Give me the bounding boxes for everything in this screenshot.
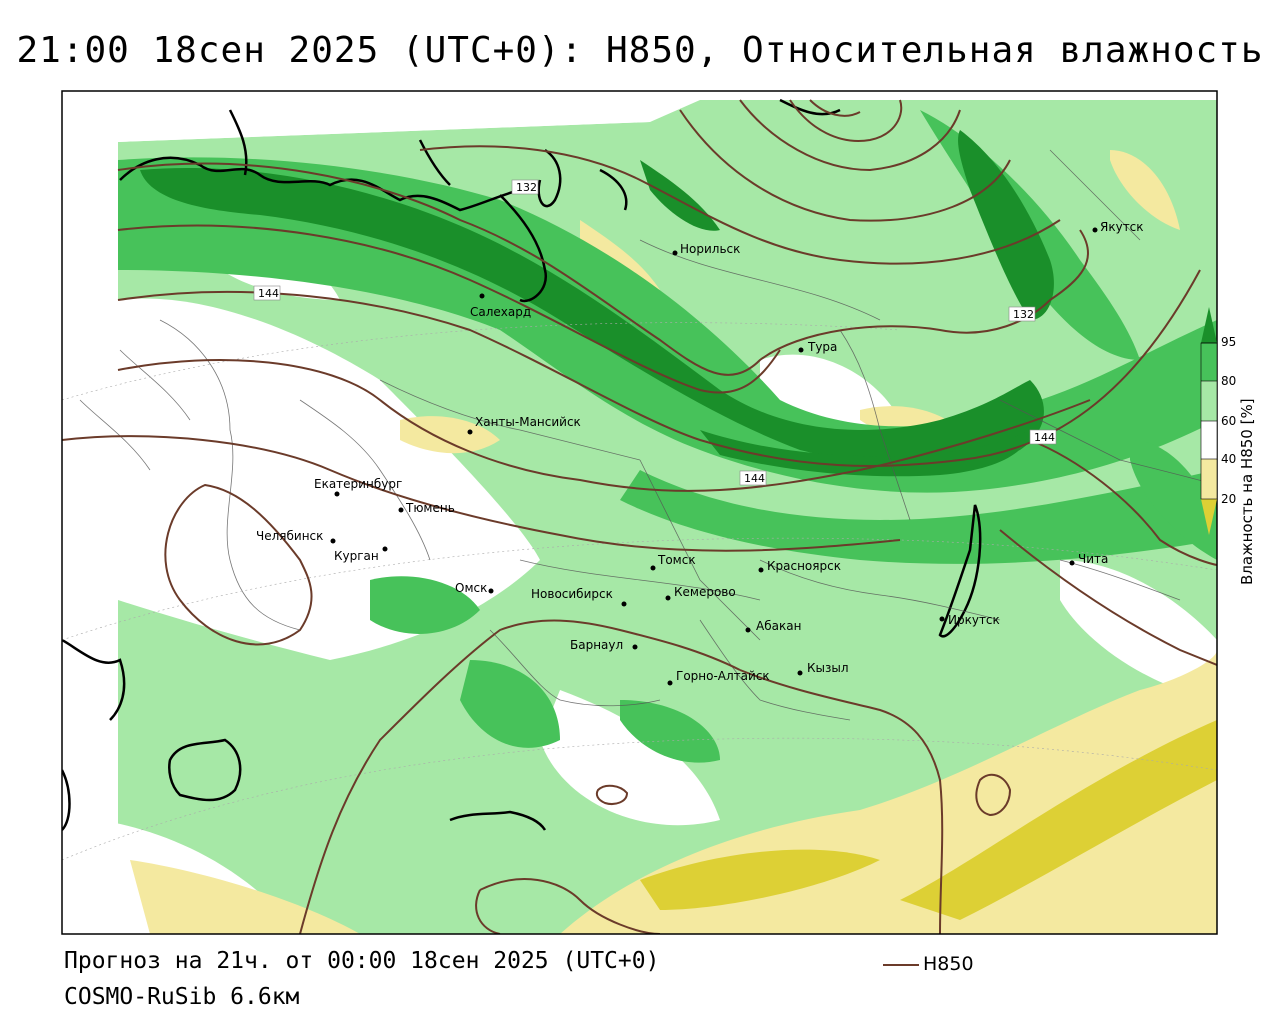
city-abakan: Абакан [745, 619, 801, 633]
city-barnaul: Барнаул [570, 638, 638, 652]
contour-label: 144 [253, 285, 281, 301]
city-salekhard: Салехард [470, 293, 531, 319]
svg-text:Екатеринбург: Екатеринбург [314, 477, 402, 491]
svg-text:Тура: Тура [807, 340, 837, 354]
svg-text:Салехард: Салехард [470, 305, 531, 319]
contour-label: 144 [739, 470, 767, 486]
svg-text:Абакан: Абакан [756, 619, 801, 633]
forecast-info: Прогноз на 21ч. от 00:00 18сен 2025 (UTC… [64, 948, 660, 974]
colorbar-band-80-95 [1201, 343, 1217, 381]
svg-text:132: 132 [516, 181, 537, 194]
humidity-field [62, 91, 1217, 934]
svg-text:Челябинск: Челябинск [256, 529, 323, 543]
city-omsk: Омск [455, 581, 494, 595]
colorbar-tick-80: 80 [1221, 374, 1237, 388]
colorbar [1200, 307, 1218, 535]
city-kemerovo: Кемерово [665, 585, 736, 601]
colorbar-band-60-80 [1201, 381, 1217, 421]
contour-label: 132 [511, 179, 539, 195]
svg-text:Горно-Алтайск: Горно-Алтайск [676, 669, 770, 683]
contour-label: 132 [1008, 306, 1036, 322]
city-kurgan: Курган [334, 546, 388, 563]
legend-label: H850 [923, 953, 974, 975]
colorbar-tick-95: 95 [1221, 335, 1237, 349]
colorbar-top-arrow [1201, 307, 1217, 343]
city-gorno-altaysk: Горно-Алтайск [667, 669, 770, 686]
svg-text:Омск: Омск [455, 581, 487, 595]
city-kyzyl: Кызыл [797, 661, 849, 676]
colorbar-tick-60: 60 [1221, 414, 1237, 428]
svg-text:Томск: Томск [657, 553, 696, 567]
svg-text:Чита: Чита [1078, 552, 1108, 566]
contour-label: 144 [1029, 429, 1057, 445]
city-khanty-mansiysk: Ханты-Мансийск [467, 415, 581, 435]
city-novosibirsk: Новосибирск [531, 587, 627, 607]
svg-text:144: 144 [744, 472, 765, 485]
h850-contours [62, 99, 1217, 934]
legend-line-swatch [883, 964, 919, 966]
city-krasnoyarsk: Красноярск [758, 559, 841, 573]
contour-labels: 132 144 132 144 144 [253, 179, 1057, 486]
svg-text:Якутск: Якутск [1100, 220, 1144, 234]
svg-text:144: 144 [258, 287, 279, 300]
colorbar-band-20-40 [1201, 459, 1217, 499]
colorbar-tick-20: 20 [1221, 492, 1237, 506]
svg-text:132: 132 [1013, 308, 1034, 321]
graticule [62, 322, 1217, 861]
city-irkutsk: Иркутск [939, 613, 1000, 627]
city-tura: Тура [798, 340, 837, 354]
colorbar-band-40-60 [1201, 421, 1217, 459]
svg-text:Новосибирск: Новосибирск [531, 587, 613, 601]
city-ekaterinburg: Екатеринбург [314, 477, 402, 497]
svg-text:Иркутск: Иркутск [948, 613, 1000, 627]
svg-text:144: 144 [1034, 431, 1055, 444]
svg-text:Ханты-Мансийск: Ханты-Мансийск [475, 415, 581, 429]
city-yakutsk: Якутск [1092, 220, 1144, 234]
city-tyumen: Тюмень [398, 501, 455, 515]
svg-text:Барнаул: Барнаул [570, 638, 623, 652]
map-title: 21:00 18сен 2025 (UTC+0): H850, Относите… [16, 30, 1264, 71]
svg-text:Кызыл: Кызыл [807, 661, 849, 675]
city-chita: Чита [1069, 552, 1108, 566]
city-chelyabinsk: Челябинск [256, 529, 336, 544]
colorbar-tick-40: 40 [1221, 452, 1237, 466]
svg-text:Курган: Курган [334, 549, 379, 563]
svg-text:Тюмень: Тюмень [405, 501, 455, 515]
svg-text:Кемерово: Кемерово [674, 585, 736, 599]
city-norilsk: Норильск [672, 242, 740, 256]
model-info: COSMO-RuSib 6.6км [64, 984, 300, 1010]
svg-text:Красноярск: Красноярск [767, 559, 841, 573]
colorbar-bottom-arrow [1201, 499, 1217, 535]
city-markers: Якутск Норильск Салехард Тура Ханты-Манс… [256, 220, 1144, 686]
coastlines [62, 98, 982, 831]
city-tomsk: Томск [650, 553, 696, 571]
map-frame [61, 90, 1218, 935]
colorbar-title: Влажность на H850 [%] [1238, 398, 1256, 585]
svg-text:Норильск: Норильск [680, 242, 740, 256]
